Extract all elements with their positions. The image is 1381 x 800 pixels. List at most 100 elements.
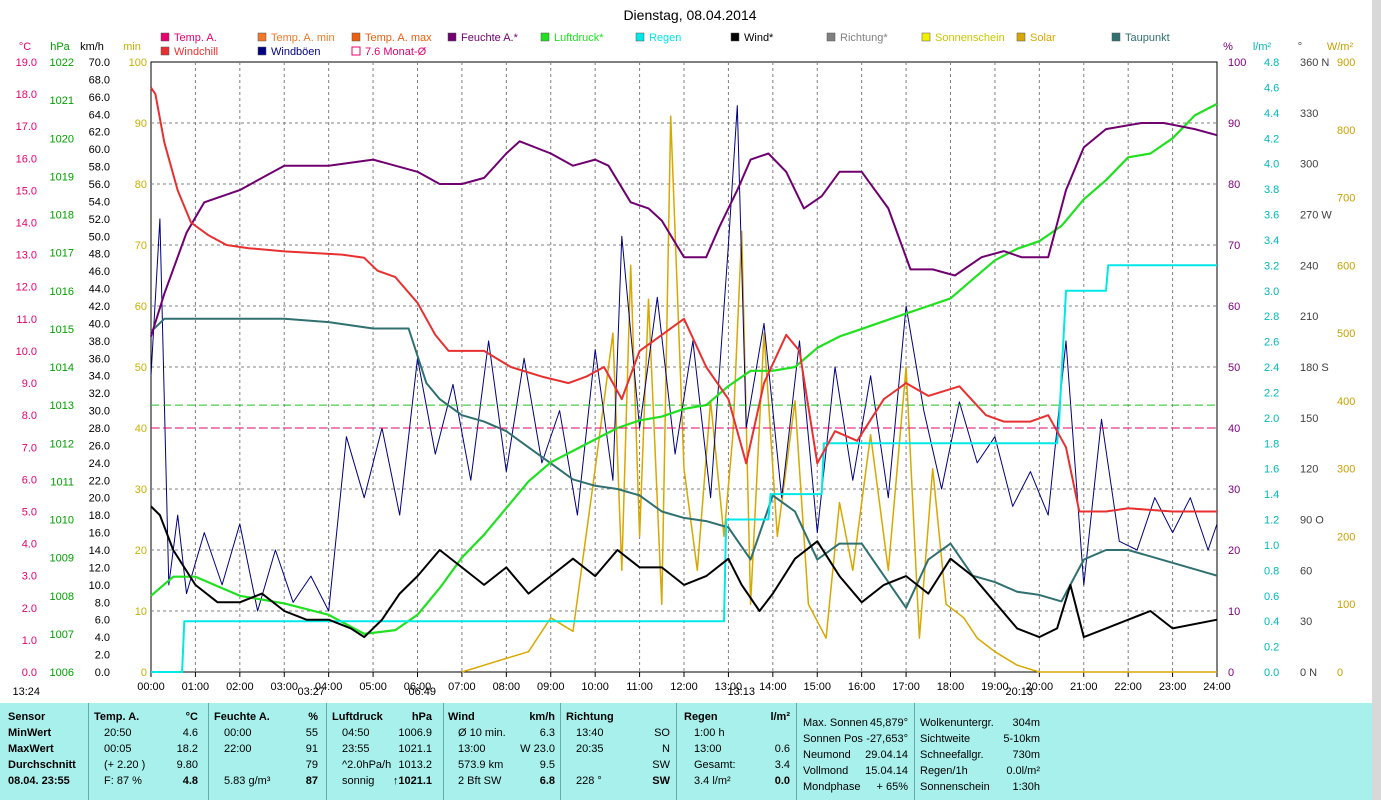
stats-unit: °C — [185, 711, 198, 723]
stats-value: 79 — [305, 759, 318, 771]
stats-header: Wind — [448, 711, 475, 723]
sun-axis-tick: 10 — [135, 606, 147, 618]
stats-value: 91 — [305, 743, 318, 755]
legend-label: 7.6 Monat-Ø — [365, 46, 427, 58]
legend-label: Temp. A. min — [271, 32, 335, 44]
marker-sunrise: 06:49 — [408, 686, 436, 698]
legend-label: Feuchte A.* — [461, 32, 519, 44]
legend-label: Temp. A. — [174, 32, 217, 44]
wind-axis-tick: 62.0 — [89, 127, 110, 139]
hum-axis-tick: 50 — [1228, 362, 1240, 374]
stats-value-label: Ø 10 min. — [458, 727, 506, 739]
press-axis-tick: 1011 — [50, 476, 74, 488]
stats-divider — [326, 703, 327, 800]
hum-axis-tick: 100 — [1228, 57, 1246, 69]
temp-axis-tick: 15.0 — [16, 185, 37, 197]
stats-value: 9.5 — [539, 759, 555, 771]
chart-title: Dienstag, 08.04.2014 — [623, 7, 756, 23]
extra-value: 0.0l/m² — [1006, 765, 1040, 777]
stats-unit: % — [308, 711, 318, 723]
wind-axis-tick: 50.0 — [89, 231, 110, 243]
legend-label: Solar — [1030, 32, 1056, 44]
extra-label: Wolkenuntergr. — [920, 717, 994, 729]
wind-axis-tick: 60.0 — [89, 144, 110, 156]
temp-axis-tick: 3.0 — [22, 571, 37, 583]
wind-axis-tick: 66.0 — [89, 92, 110, 104]
rain-axis-tick: 0.2 — [1264, 642, 1279, 654]
stats-divider — [443, 703, 444, 800]
stats-value: 0.0 — [774, 775, 790, 787]
series-line-windb-en — [150, 105, 1218, 612]
x-tick-label: 22:00 — [1114, 681, 1142, 693]
rain-axis-tick: 4.6 — [1264, 82, 1279, 94]
extra-label: Sichtweite — [920, 733, 971, 745]
wind-axis-tick: 56.0 — [89, 179, 110, 191]
stats-value-label: (+ 2.20 ) — [104, 759, 146, 771]
stats-value: 4.8 — [182, 775, 198, 787]
stats-value-label: 13:00 — [694, 743, 722, 755]
stats-value-label: 22:00 — [224, 743, 252, 755]
x-tick-label: 02:00 — [226, 681, 254, 693]
hum-axis-tick: 30 — [1228, 484, 1240, 496]
rain-axis-tick: 0.8 — [1264, 565, 1279, 577]
wind-axis-tick: 42.0 — [89, 301, 110, 313]
x-tick-label: 01:00 — [182, 681, 210, 693]
stats-value-label: sonnig — [342, 775, 375, 787]
stats-value: 0.6 — [774, 743, 790, 755]
wind-axis-tick: 20.0 — [89, 493, 110, 505]
wind-axis-tick: 54.0 — [89, 196, 110, 208]
astro-value: -27,653° — [866, 733, 908, 745]
sun-axis-tick: 50 — [135, 362, 147, 374]
hum-axis-tick: 40 — [1228, 423, 1240, 435]
stats-value-label: 573.9 km — [458, 759, 504, 771]
press-axis-tick: 1012 — [50, 438, 74, 450]
stats-header: Regen — [684, 711, 718, 723]
rain-axis-tick: 0.4 — [1264, 616, 1279, 628]
solar-axis-tick: 400 — [1337, 396, 1355, 408]
sun-axis-tick: 70 — [135, 240, 147, 252]
rain-axis-tick: 1.8 — [1264, 438, 1279, 450]
temp-axis-tick: 4.0 — [22, 539, 37, 551]
stats-row-label: Durchschnitt — [8, 759, 76, 771]
x-tick-label: 23:00 — [1159, 681, 1187, 693]
wind-axis-tick: 14.0 — [89, 545, 110, 557]
wind-axis-tick: 30.0 — [89, 406, 110, 418]
wind-axis-tick: 68.0 — [89, 74, 110, 86]
solar-axis-tick: 300 — [1337, 464, 1355, 476]
wind-axis-tick: 38.0 — [89, 336, 110, 348]
x-tick-label: 19:00 — [981, 681, 1009, 693]
legend-label: Richtung* — [840, 32, 888, 44]
stats-value: 1006.9 — [398, 727, 432, 739]
x-tick-label: 16:00 — [848, 681, 876, 693]
wind-axis-tick: 18.0 — [89, 510, 110, 522]
legend-label: Windböen — [271, 46, 321, 58]
wind-axis-tick: 64.0 — [89, 109, 110, 121]
stats-value-label: 20:50 — [104, 727, 132, 739]
x-tick-label: 11:00 — [626, 681, 653, 693]
marker-now: 13:24 — [12, 686, 40, 698]
wind-axis-tick: 32.0 — [89, 388, 110, 400]
press-axis-tick: 1008 — [50, 591, 74, 603]
astro-value: + 65% — [876, 781, 909, 793]
solar-axis-tick: 500 — [1337, 328, 1355, 340]
stats-value: SO — [654, 727, 670, 739]
solar-axis-tick: 0 — [1337, 667, 1343, 679]
rain-axis-tick: 3.6 — [1264, 210, 1279, 222]
x-tick-label: 06:00 — [404, 681, 432, 693]
legend-swatch — [540, 32, 550, 42]
solar-axis-tick: 900 — [1337, 57, 1355, 69]
stats-value: 1021.1 — [398, 743, 432, 755]
stats-divider — [796, 703, 797, 800]
stats-unit: hPa — [411, 711, 432, 723]
scrollbar[interactable] — [1372, 0, 1381, 800]
astro-value: 29.04.14 — [865, 749, 908, 761]
dir-axis-tick: 90 O — [1300, 515, 1324, 527]
axis-unit-hum: % — [1223, 41, 1233, 53]
rain-axis-tick: 3.8 — [1264, 184, 1279, 196]
stats-value: 4.6 — [182, 727, 198, 739]
press-axis-tick: 1018 — [50, 210, 74, 222]
stats-value: SW — [652, 775, 670, 787]
dir-axis-tick: 0 N — [1300, 667, 1317, 679]
stats-divider — [88, 703, 89, 800]
marker-min_temp: 03:27 — [297, 686, 325, 698]
